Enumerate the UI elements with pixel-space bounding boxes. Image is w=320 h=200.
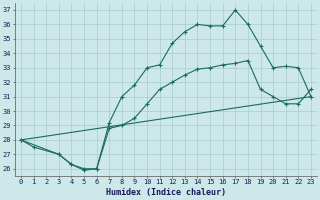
X-axis label: Humidex (Indice chaleur): Humidex (Indice chaleur) [106,188,226,197]
